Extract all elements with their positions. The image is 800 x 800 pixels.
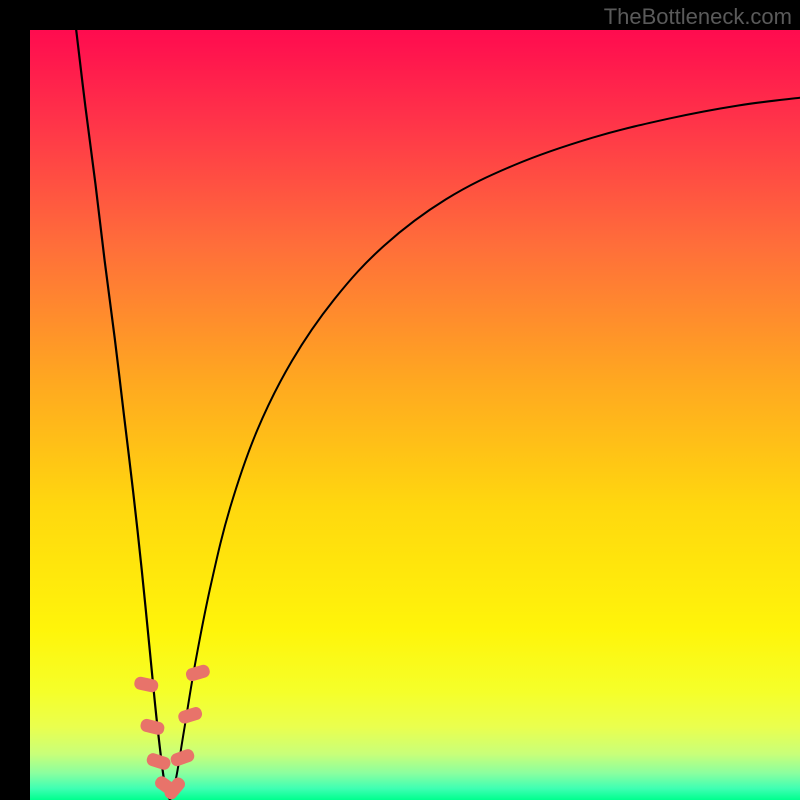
chart-container: TheBottleneck.com — [0, 0, 800, 800]
bottleneck-curve-svg — [30, 30, 800, 800]
plot-area — [30, 30, 800, 800]
watermark-text: TheBottleneck.com — [604, 4, 792, 30]
